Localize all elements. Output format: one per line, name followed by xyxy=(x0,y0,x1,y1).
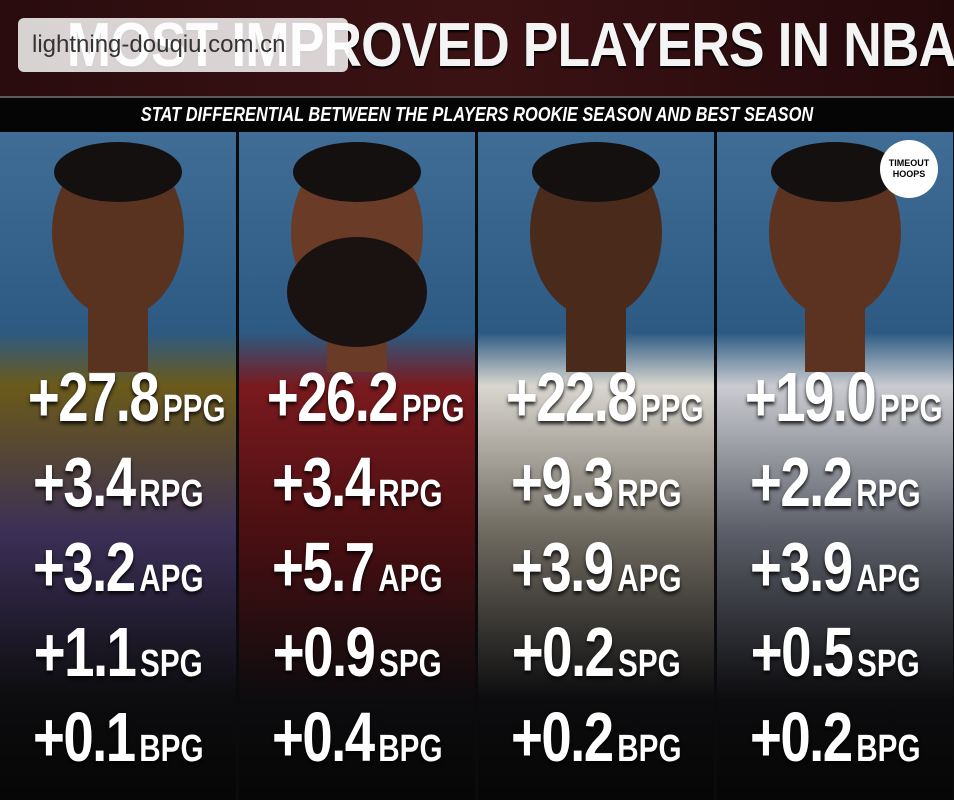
stat-line: +19.0 PPG xyxy=(717,357,953,437)
stat-line: +22.8 PPG xyxy=(478,357,714,437)
subtitle: STAT DIFFERENTIAL BETWEEN THE PLAYERS RO… xyxy=(140,104,814,126)
stat-line: +3.9 APG xyxy=(717,527,953,607)
player-column: +26.2 PPG +3.4 RPG +5.7 APG +0.9 SPG +0.4 BPG xyxy=(239,132,475,800)
stat-value: +22.8 xyxy=(505,358,638,436)
stat-text: +3.9 APG xyxy=(750,527,920,607)
stat-line: +0.1 BPG xyxy=(0,697,236,777)
watermark: lightning-douqiu.com.cn xyxy=(18,18,348,72)
stat-unit: PPG xyxy=(162,388,226,430)
stat-value: +3.9 xyxy=(510,528,614,606)
stat-unit: SPG xyxy=(617,643,681,685)
stat-unit: RPG xyxy=(138,473,204,515)
stat-text: +0.2 SPG xyxy=(512,612,681,692)
stat-line: +3.9 APG xyxy=(478,527,714,607)
player-photo xyxy=(0,132,236,800)
stat-unit: SPG xyxy=(856,643,920,685)
stat-value: +3.2 xyxy=(32,528,136,606)
stat-unit: SPG xyxy=(139,643,203,685)
stat-value: +27.8 xyxy=(27,358,160,436)
stat-unit: PPG xyxy=(640,388,704,430)
stat-unit: PPG xyxy=(401,388,465,430)
stat-line: +3.4 RPG xyxy=(0,442,236,522)
stat-text: +5.7 APG xyxy=(272,527,442,607)
stat-text: +3.4 RPG xyxy=(33,442,203,522)
stat-line: +9.3 RPG xyxy=(478,442,714,522)
stat-unit: APG xyxy=(138,558,204,600)
photo-art xyxy=(478,132,714,800)
photo-art xyxy=(0,132,236,800)
stat-line: +0.2 BPG xyxy=(717,697,953,777)
stat-value: +0.2 xyxy=(510,698,614,776)
stat-text: +27.8 PPG xyxy=(28,357,226,437)
stat-unit: BPG xyxy=(616,728,682,770)
logo: TIMEOUT HOOPS xyxy=(880,140,938,198)
stat-unit: BPG xyxy=(377,728,443,770)
stat-unit: RPG xyxy=(616,473,682,515)
stat-unit: RPG xyxy=(855,473,921,515)
stat-text: +19.0 PPG xyxy=(745,357,943,437)
stat-text: +26.2 PPG xyxy=(267,357,465,437)
stat-line: +3.4 RPG xyxy=(239,442,475,522)
stat-unit: PPG xyxy=(879,388,943,430)
stat-line: +0.2 SPG xyxy=(478,612,714,692)
stat-line: +1.1 SPG xyxy=(0,612,236,692)
stat-line: +27.8 PPG xyxy=(0,357,236,437)
stat-value: +3.4 xyxy=(32,443,136,521)
stat-unit: APG xyxy=(377,558,443,600)
stat-unit: BPG xyxy=(855,728,921,770)
stat-line: +0.2 BPG xyxy=(478,697,714,777)
stat-text: +2.2 RPG xyxy=(750,442,920,522)
player-photo xyxy=(478,132,714,800)
player-photo xyxy=(717,132,953,800)
stat-value: +26.2 xyxy=(266,358,399,436)
stat-unit: APG xyxy=(855,558,921,600)
stat-value: +0.2 xyxy=(749,698,853,776)
stat-text: +3.9 APG xyxy=(511,527,681,607)
stat-unit: SPG xyxy=(378,643,442,685)
photo-art xyxy=(717,132,953,800)
stat-text: +0.5 SPG xyxy=(751,612,920,692)
stat-text: +0.4 BPG xyxy=(272,697,442,777)
stat-value: +9.3 xyxy=(510,443,614,521)
stat-line: +0.5 SPG xyxy=(717,612,953,692)
stat-text: +9.3 RPG xyxy=(511,442,681,522)
stat-text: +0.2 BPG xyxy=(750,697,920,777)
stat-line: +0.9 SPG xyxy=(239,612,475,692)
stat-text: +3.2 APG xyxy=(33,527,203,607)
stat-text: +0.2 BPG xyxy=(511,697,681,777)
stat-unit: APG xyxy=(616,558,682,600)
stat-line: +3.2 APG xyxy=(0,527,236,607)
stat-value: +2.2 xyxy=(749,443,853,521)
stat-line: +2.2 RPG xyxy=(717,442,953,522)
stat-unit: RPG xyxy=(377,473,443,515)
player-photo xyxy=(239,132,475,800)
stat-value: +3.4 xyxy=(271,443,375,521)
stat-value: +19.0 xyxy=(744,358,877,436)
stat-value: +0.5 xyxy=(750,613,854,691)
stat-value: +1.1 xyxy=(33,613,137,691)
player-column: +22.8 PPG +9.3 RPG +3.9 APG +0.2 SPG +0.2 BPG xyxy=(478,132,714,800)
stat-text: +0.9 SPG xyxy=(273,612,442,692)
stat-unit: BPG xyxy=(138,728,204,770)
stat-text: +0.1 BPG xyxy=(33,697,203,777)
player-column: +19.0 PPG +2.2 RPG +3.9 APG +0.5 SPG +0.2 BPG xyxy=(717,132,953,800)
stat-line: +5.7 APG xyxy=(239,527,475,607)
stat-text: +3.4 RPG xyxy=(272,442,442,522)
stat-line: +0.4 BPG xyxy=(239,697,475,777)
stat-text: +22.8 PPG xyxy=(506,357,704,437)
stat-value: +0.2 xyxy=(511,613,615,691)
stat-value: +3.9 xyxy=(749,528,853,606)
stat-value: +0.1 xyxy=(32,698,136,776)
photo-art xyxy=(239,132,475,800)
stat-value: +5.7 xyxy=(271,528,375,606)
player-column: +27.8 PPG +3.4 RPG +3.2 APG +1.1 SPG +0.1 BPG xyxy=(0,132,236,800)
stat-text: +1.1 SPG xyxy=(34,612,203,692)
stat-line: +26.2 PPG xyxy=(239,357,475,437)
subtitle-bar: STAT DIFFERENTIAL BETWEEN THE PLAYERS RO… xyxy=(0,96,954,132)
stat-value: +0.9 xyxy=(272,613,376,691)
stat-value: +0.4 xyxy=(271,698,375,776)
